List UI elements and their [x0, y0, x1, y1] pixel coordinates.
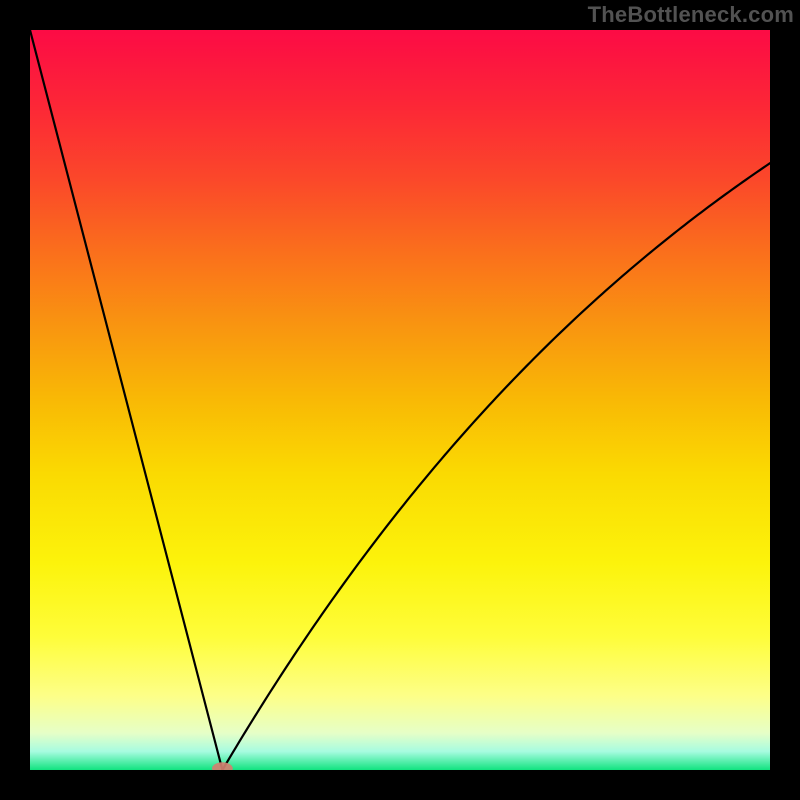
watermark-text: TheBottleneck.com — [588, 2, 794, 28]
plot-background — [30, 30, 770, 770]
chart-frame: TheBottleneck.com — [0, 0, 800, 800]
bottleneck-chart — [30, 30, 770, 770]
